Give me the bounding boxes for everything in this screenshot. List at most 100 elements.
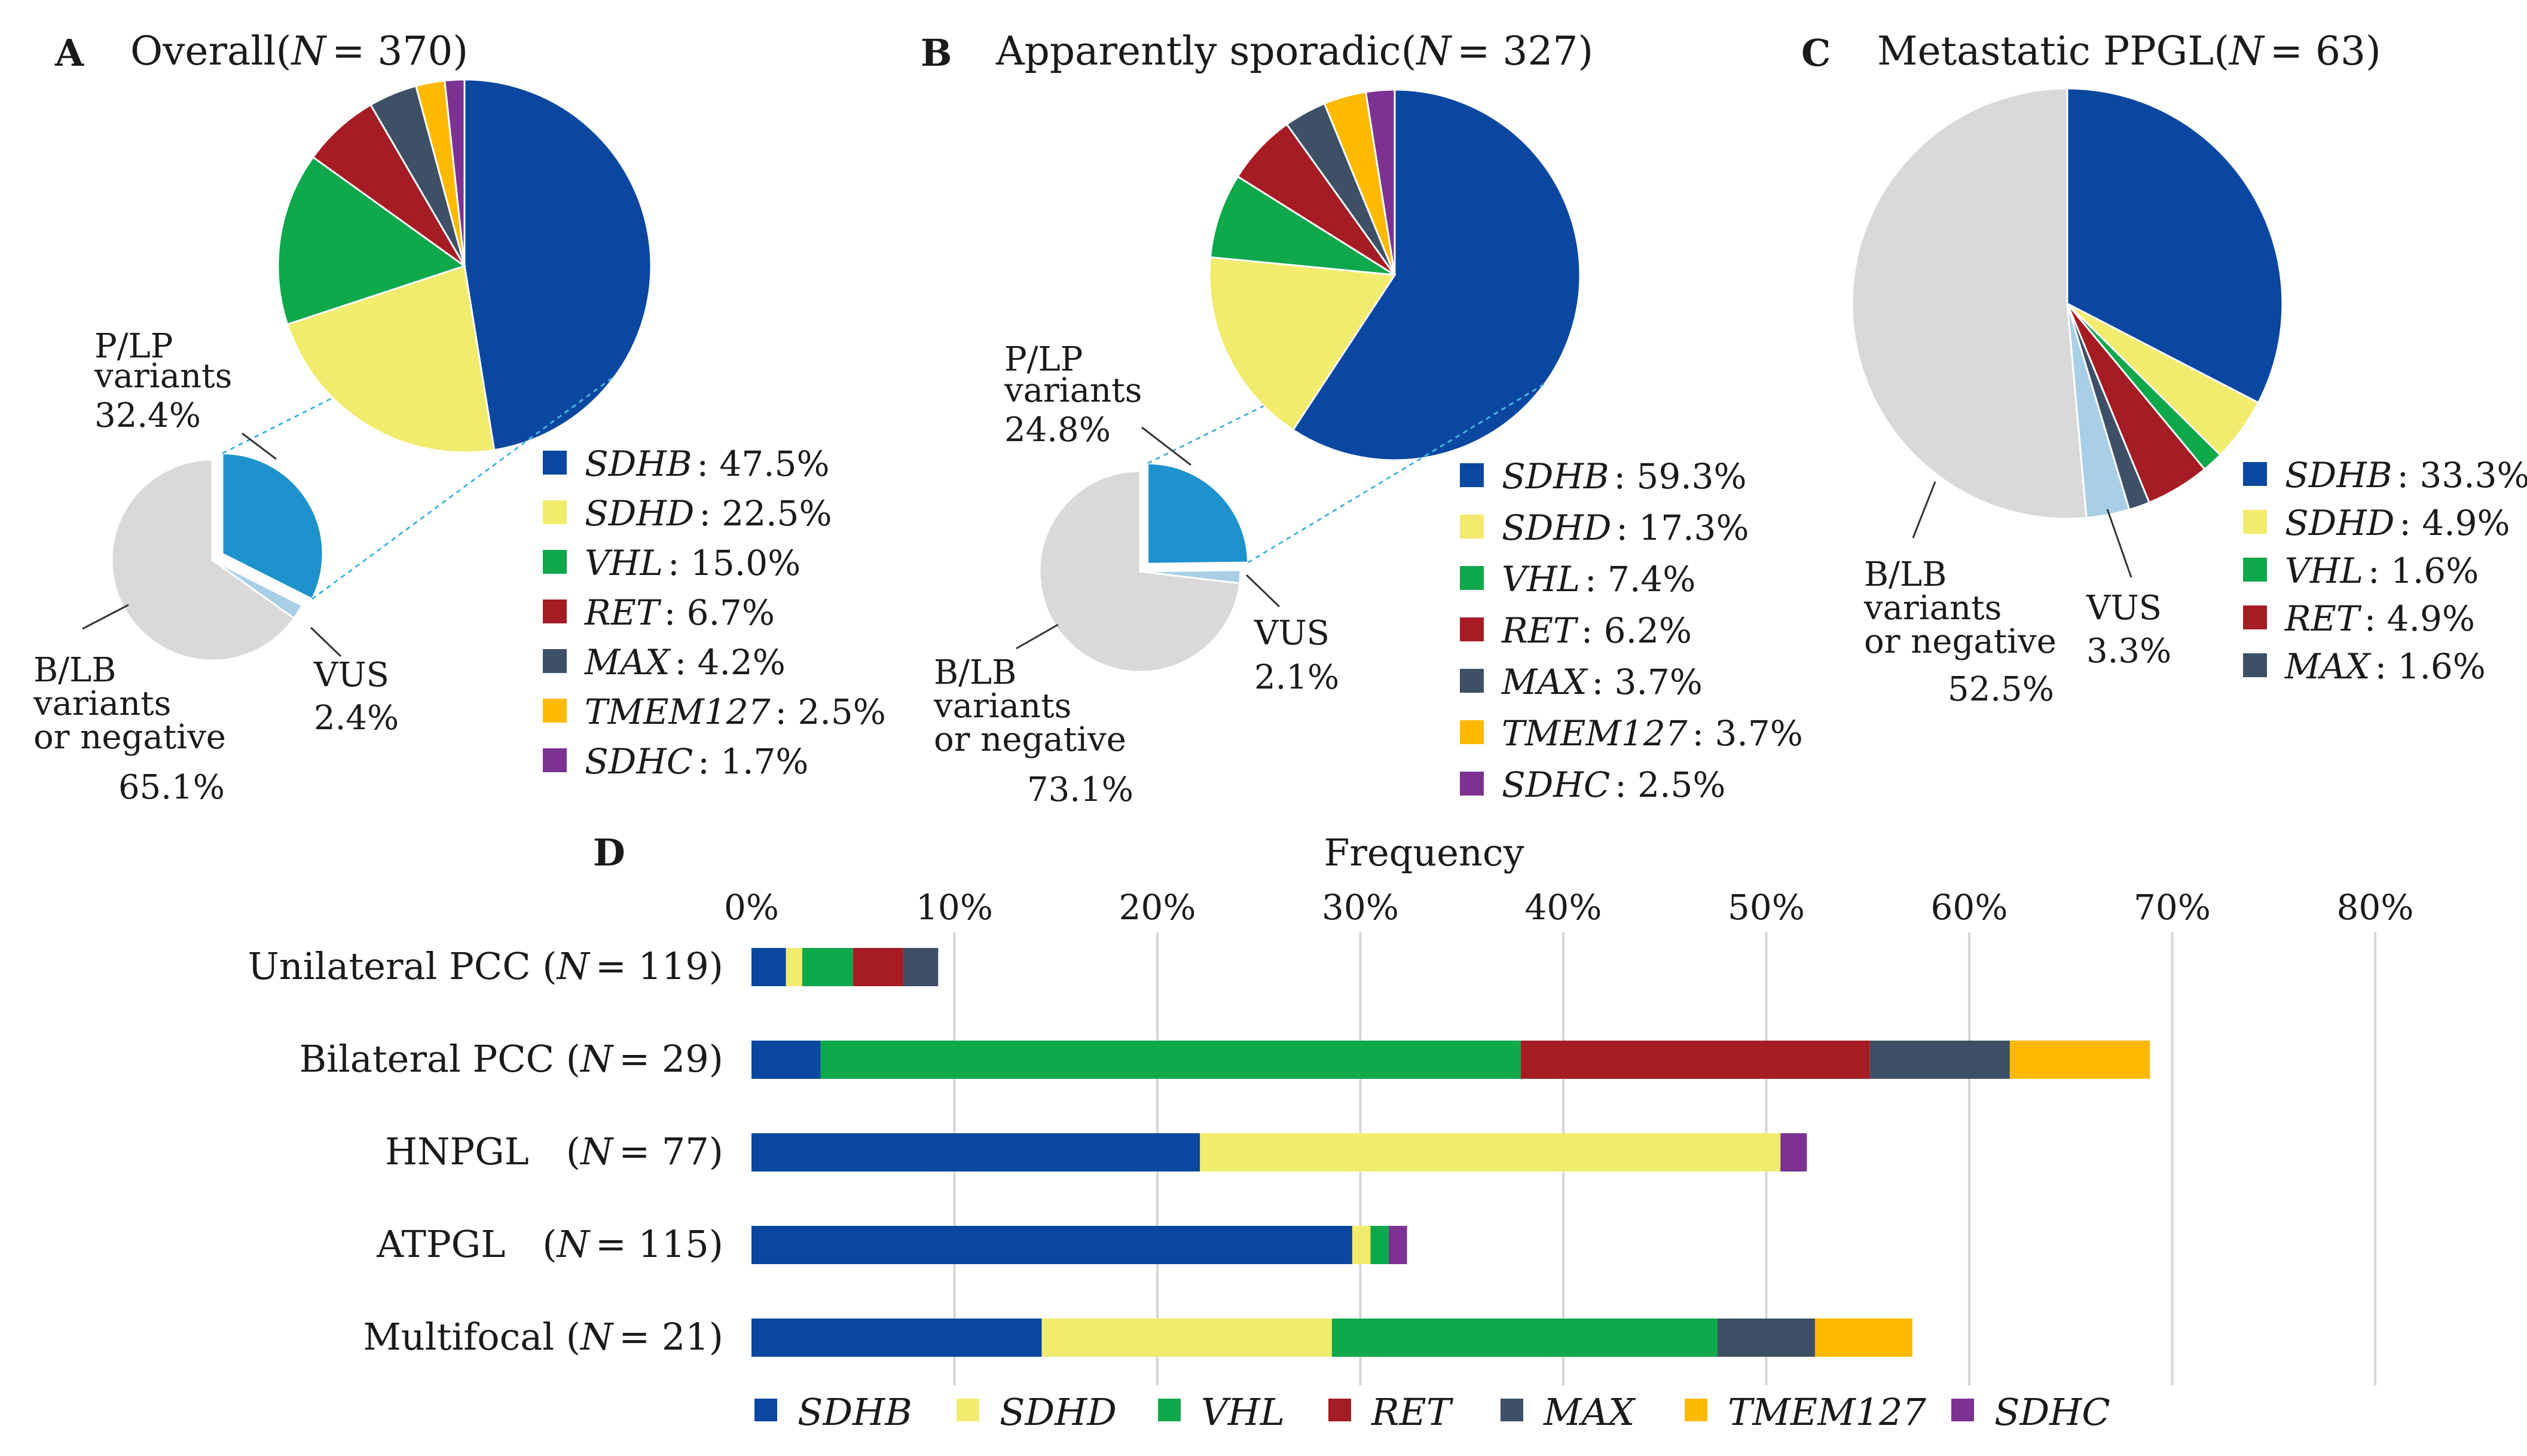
legend-swatch xyxy=(1460,515,1484,539)
bar-1-ret xyxy=(1520,1041,1870,1079)
tick-label-10: 10% xyxy=(916,887,993,928)
legend-item-vhl: VHL: 7.4% xyxy=(1460,559,1695,599)
legend-label: SDHD: 17.3% xyxy=(1502,507,1749,548)
legend-item-sdhb: SDHB: 47.5% xyxy=(543,443,830,484)
slice-b-lb-variants-or-negative xyxy=(1851,87,2088,520)
tick-label-0: 0% xyxy=(724,887,779,928)
outer-slice-vus xyxy=(1139,569,1242,585)
legend-item-sdhc: SDHC: 2.5% xyxy=(1460,764,1726,805)
legend-label: VHL: 7.4% xyxy=(1502,559,1695,599)
bar-0-sdhd xyxy=(786,948,802,986)
bar-legend: SDHB SDHD VHL RET MAX TMEM127 SDHC xyxy=(754,1390,2110,1434)
bar-legend-swatch xyxy=(1501,1399,1523,1421)
bar-legend-item-sdhc: SDHC xyxy=(1951,1390,2110,1434)
category-label-1: Bilateral PCC (N = 29) xyxy=(300,1037,723,1081)
bar-legend-item-max: MAX xyxy=(1501,1390,1636,1434)
svg-text:3.3%: 3.3% xyxy=(2086,632,2171,671)
slice-vhl xyxy=(1209,175,1395,276)
legend-swatch xyxy=(543,649,567,673)
legend-swatch xyxy=(543,748,567,772)
panel-d: D Frequency 0% 10% 20% 30% 40% 50% 60% 70% 80% U… xyxy=(248,831,2414,1434)
legend-label: SDHC: 2.5% xyxy=(1502,764,1726,805)
connector-line-lower xyxy=(1247,383,1545,564)
slice-sdhd xyxy=(1208,256,1397,432)
legend-swatch xyxy=(543,699,567,723)
category-label-3: ATPGL (N = 115) xyxy=(376,1222,723,1266)
bar-0-sdhb xyxy=(751,948,786,986)
bar-2-sdhb xyxy=(751,1133,1200,1171)
bar-3-sdhd xyxy=(1352,1226,1371,1264)
svg-text:or negative: or negative xyxy=(1864,622,2057,661)
bar-4-sdhd xyxy=(1041,1319,1332,1357)
svg-text:variants: variants xyxy=(94,357,232,396)
panel-c-legend: SDHB: 33.3% SDHD: 4.9% VHL: 1.6% RET: 4.9% M… xyxy=(2243,455,2527,687)
legend-label: SDHD: 4.9% xyxy=(2285,503,2510,543)
bar-3-sdhc xyxy=(1389,1226,1407,1264)
panel-b-vus-label: VUS 2.1% xyxy=(1245,574,1339,697)
panel-a-connector-lines xyxy=(222,375,616,600)
legend-label: MAX: 1.6% xyxy=(2284,646,2486,687)
tick-label-40: 40% xyxy=(1525,887,1602,928)
panel-a-legend: SDHB: 47.5% SDHD: 22.5% VHL: 15.0% RET: 6.7… xyxy=(543,443,886,782)
bar-1-sdhb xyxy=(751,1041,821,1079)
panel-c-title: Metastatic PPGL(N = 63) xyxy=(1877,28,2381,74)
svg-text:P/LP: P/LP xyxy=(94,327,173,366)
legend-item-max: MAX: 1.6% xyxy=(2243,646,2486,687)
panel-a-title: Overall(N = 370) xyxy=(130,28,468,74)
legend-item-sdhd: SDHD: 22.5% xyxy=(543,493,832,534)
tick-label-60: 60% xyxy=(1931,887,2008,928)
bar-legend-swatch xyxy=(754,1399,777,1421)
legend-label: SDHB: 59.3% xyxy=(1502,456,1747,497)
slice-sdhb xyxy=(2066,87,2284,404)
legend-item-tmem127: TMEM127: 3.7% xyxy=(1460,713,1803,754)
panel-c-pie xyxy=(1851,87,2284,520)
category-label-0: Unilateral PCC (N = 119) xyxy=(248,944,723,988)
bar-legend-label: SDHC xyxy=(1994,1390,2110,1434)
bar-3-sdhb xyxy=(751,1226,1352,1264)
legend-swatch xyxy=(1460,463,1484,487)
slice-ret xyxy=(311,103,466,267)
bar-legend-item-sdhd: SDHD xyxy=(957,1390,1117,1434)
svg-text:VUS: VUS xyxy=(313,656,389,695)
bar-2-sdhc xyxy=(1780,1133,1807,1171)
svg-text:73.1%: 73.1% xyxy=(1027,770,1133,809)
legend-item-sdhc: SDHC: 1.7% xyxy=(543,741,809,782)
slice-sdhb xyxy=(1291,88,1581,461)
panel-c-letter: C xyxy=(1801,31,1831,75)
svg-text:or negative: or negative xyxy=(934,720,1126,759)
slice-sdhd xyxy=(286,265,496,454)
panel-b-title: Apparently sporadic(N = 327) xyxy=(995,28,1593,74)
panel-a-outer-pie xyxy=(111,452,324,662)
legend-swatch xyxy=(543,599,567,623)
legend-label: RET: 6.2% xyxy=(1501,610,1692,651)
bar-legend-swatch xyxy=(1685,1399,1707,1421)
tick-label-80: 80% xyxy=(2337,887,2414,928)
svg-text:B/LB: B/LB xyxy=(1864,555,1947,594)
outer-slice-vus xyxy=(212,559,304,620)
panel-a-blb-label: B/LB variants or negative 65.1% xyxy=(33,604,226,807)
bar-3-vhl xyxy=(1370,1226,1389,1264)
legend-swatch xyxy=(2243,510,2267,534)
outer-slice-blb xyxy=(111,458,296,662)
bar-legend-label: VHL xyxy=(1201,1390,1285,1434)
legend-label: MAX: 3.7% xyxy=(1501,662,1703,702)
legend-item-sdhd: SDHD: 17.3% xyxy=(1460,507,1749,548)
bar-legend-item-tmem127: TMEM127 xyxy=(1685,1390,1926,1434)
panel-a-inner-pie xyxy=(277,78,652,454)
panel-b: B Apparently sporadic(N = 327) P/LP varia… xyxy=(921,28,1803,809)
bar-legend-item-vhl: VHL xyxy=(1158,1390,1285,1434)
bar-0-max xyxy=(903,948,939,986)
legend-item-sdhb: SDHB: 33.3% xyxy=(2243,455,2527,495)
svg-text:32.4%: 32.4% xyxy=(94,396,201,435)
outer-slice-plp xyxy=(221,452,324,601)
svg-text:variants: variants xyxy=(933,687,1071,726)
legend-item-ret: RET: 4.9% xyxy=(2243,598,2475,639)
svg-text:or negative: or negative xyxy=(33,718,226,757)
bar-segments xyxy=(751,948,2150,1357)
bar-legend-item-ret: RET xyxy=(1328,1390,1454,1434)
bar-legend-label: RET xyxy=(1371,1390,1454,1434)
bar-legend-swatch xyxy=(957,1399,979,1421)
panel-a: A Overall(N = 370) P/LP variants 32.4% VU… xyxy=(33,28,886,807)
bar-legend-swatch xyxy=(1951,1399,1974,1421)
